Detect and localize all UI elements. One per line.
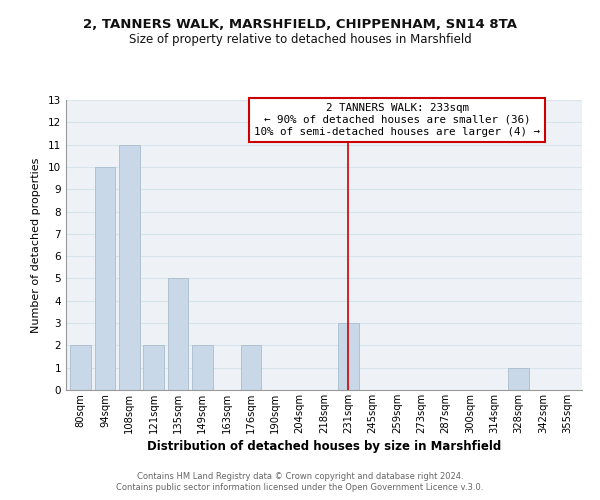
- Text: Size of property relative to detached houses in Marshfield: Size of property relative to detached ho…: [128, 32, 472, 46]
- Bar: [167, 278, 188, 390]
- Bar: [119, 144, 140, 390]
- Bar: [241, 346, 262, 390]
- X-axis label: Distribution of detached houses by size in Marshfield: Distribution of detached houses by size …: [147, 440, 501, 453]
- Bar: [508, 368, 529, 390]
- Text: 2, TANNERS WALK, MARSHFIELD, CHIPPENHAM, SN14 8TA: 2, TANNERS WALK, MARSHFIELD, CHIPPENHAM,…: [83, 18, 517, 30]
- Text: 2 TANNERS WALK: 233sqm
← 90% of detached houses are smaller (36)
10% of semi-det: 2 TANNERS WALK: 233sqm ← 90% of detached…: [254, 104, 540, 136]
- Text: Contains public sector information licensed under the Open Government Licence v.: Contains public sector information licen…: [116, 484, 484, 492]
- Bar: [70, 346, 91, 390]
- Bar: [143, 346, 164, 390]
- Bar: [95, 167, 115, 390]
- Bar: [338, 323, 359, 390]
- Bar: [192, 346, 212, 390]
- Text: Contains HM Land Registry data © Crown copyright and database right 2024.: Contains HM Land Registry data © Crown c…: [137, 472, 463, 481]
- Y-axis label: Number of detached properties: Number of detached properties: [31, 158, 41, 332]
